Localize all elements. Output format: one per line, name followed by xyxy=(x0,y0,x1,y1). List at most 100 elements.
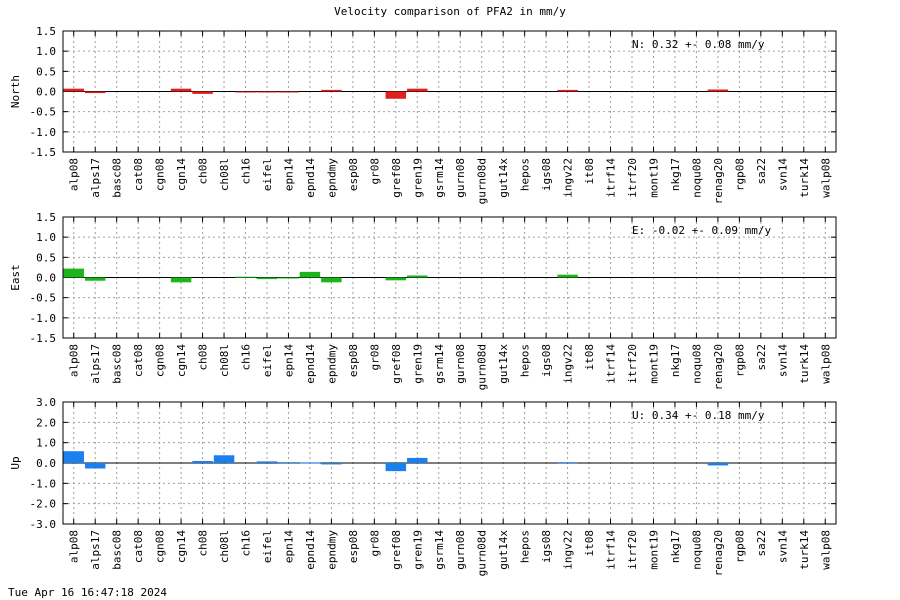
x-tick-label: epnd14 xyxy=(304,158,317,198)
x-tick-label: gref08 xyxy=(390,530,403,570)
x-tick-label: basc08 xyxy=(111,158,124,198)
x-tick-label: esp08 xyxy=(347,530,360,563)
y-tick-label: -1.0 xyxy=(30,312,57,325)
x-tick-label: igs08 xyxy=(540,530,553,563)
x-tick-label: gsrm14 xyxy=(433,158,446,198)
bar-north-gren19 xyxy=(407,88,428,92)
x-tick-label: nkg17 xyxy=(669,344,682,377)
bar-east-alp08 xyxy=(63,268,84,278)
bar-east-epndmy xyxy=(321,277,342,283)
x-tick-label: eifel xyxy=(261,158,274,191)
x-tick-label: gurn08 xyxy=(454,158,467,198)
x-tick-label: gref08 xyxy=(390,158,403,198)
x-tick-label: gut14x xyxy=(497,158,510,198)
x-tick-label: turk14 xyxy=(798,158,811,198)
x-tick-label: mont19 xyxy=(647,530,660,570)
bar-up-alp08 xyxy=(63,451,84,463)
x-tick-label: ch08 xyxy=(197,530,210,557)
y-axis-label: Up xyxy=(9,456,22,469)
bar-north-ingv22 xyxy=(557,89,578,92)
x-tick-label: cgn08 xyxy=(154,158,167,191)
x-tick-label: ch08l xyxy=(218,158,231,191)
bar-east-eifel xyxy=(256,277,278,280)
y-tick-label: 1.5 xyxy=(36,211,56,224)
y-tick-label: -1.0 xyxy=(30,126,57,139)
x-tick-label: gren19 xyxy=(411,344,424,384)
bar-up-epndmy xyxy=(321,463,342,465)
x-tick-label: hepos xyxy=(519,530,532,563)
x-tick-label: epndmy xyxy=(325,530,338,570)
y-tick-label: -1.5 xyxy=(30,332,57,345)
y-axis-label: East xyxy=(9,264,22,291)
x-tick-label: mont19 xyxy=(647,344,660,384)
bar-up-epn14 xyxy=(278,462,299,464)
x-tick-label: eifel xyxy=(261,530,274,563)
x-tick-label: eifel xyxy=(261,344,274,377)
x-tick-label: gsrm14 xyxy=(433,344,446,384)
bar-up-renag20 xyxy=(707,463,729,466)
x-tick-label: cat08 xyxy=(132,158,145,191)
bar-east-ch16 xyxy=(235,276,256,278)
y-tick-label: -0.5 xyxy=(30,106,57,119)
bar-up-gref08 xyxy=(385,463,407,472)
x-tick-label: gurn08d xyxy=(476,530,489,576)
x-tick-label: ch16 xyxy=(240,344,253,371)
y-tick-label: 2.0 xyxy=(36,416,56,429)
y-tick-label: -1.5 xyxy=(30,146,57,159)
x-tick-label: itrf14 xyxy=(605,158,618,198)
x-tick-label: ingv22 xyxy=(562,344,575,384)
y-tick-label: 0.0 xyxy=(36,272,56,285)
x-tick-label: sa22 xyxy=(755,344,768,371)
x-tick-label: ch16 xyxy=(240,530,253,557)
y-tick-label: 0.5 xyxy=(36,251,56,264)
x-tick-label: turk14 xyxy=(798,344,811,384)
x-tick-label: ch08l xyxy=(218,530,231,563)
bar-up-ingv22 xyxy=(557,462,578,464)
y-axis-label: North xyxy=(9,75,22,108)
x-tick-label: gren19 xyxy=(411,530,424,570)
x-tick-label: gr08 xyxy=(368,158,381,185)
x-tick-label: epn14 xyxy=(282,530,295,563)
x-tick-label: igs08 xyxy=(540,158,553,191)
x-tick-label: cgn08 xyxy=(154,344,167,377)
x-tick-label: rgp08 xyxy=(733,530,746,563)
bar-east-gref08 xyxy=(385,277,407,281)
x-tick-label: epn14 xyxy=(282,158,295,191)
x-tick-label: cgn14 xyxy=(175,530,188,563)
x-tick-label: mont19 xyxy=(647,158,660,198)
bar-east-cgn14 xyxy=(170,277,192,283)
x-tick-label: gurn08d xyxy=(476,158,489,204)
x-tick-label: sa22 xyxy=(755,158,768,185)
x-tick-label: itrf14 xyxy=(605,344,618,384)
x-tick-label: ch08 xyxy=(197,344,210,371)
x-tick-label: walp08 xyxy=(819,530,832,570)
x-tick-label: igs08 xyxy=(540,344,553,377)
x-tick-label: cat08 xyxy=(132,344,145,377)
x-tick-label: basc08 xyxy=(111,530,124,570)
x-tick-label: itrf20 xyxy=(626,344,639,384)
x-tick-label: gut14x xyxy=(497,530,510,570)
x-tick-label: sa22 xyxy=(755,530,768,557)
bar-east-gren19 xyxy=(407,275,428,278)
x-tick-label: cat08 xyxy=(132,530,145,563)
bar-north-alps17 xyxy=(84,91,106,94)
bar-north-ch16 xyxy=(235,91,256,93)
bar-north-eifel xyxy=(256,91,278,93)
y-tick-label: 0.0 xyxy=(36,86,56,99)
x-tick-label: gren19 xyxy=(411,158,424,198)
y-tick-label: 1.0 xyxy=(36,437,56,450)
stat-annotation: E: -0.02 +- 0.09 mm/y xyxy=(632,224,771,237)
x-tick-label: gsrm14 xyxy=(433,530,446,570)
x-tick-label: renag20 xyxy=(712,530,725,576)
bar-east-ingv22 xyxy=(557,274,578,278)
x-tick-label: alp08 xyxy=(68,158,81,191)
x-tick-label: noqu08 xyxy=(690,344,703,384)
x-tick-label: ch08 xyxy=(197,158,210,185)
x-tick-label: epn14 xyxy=(282,344,295,377)
y-tick-label: 3.0 xyxy=(36,396,56,409)
x-tick-label: epnd14 xyxy=(304,344,317,384)
x-tick-label: svn14 xyxy=(776,530,789,563)
x-tick-label: cgn14 xyxy=(175,344,188,377)
bar-east-epnd14 xyxy=(299,271,321,278)
